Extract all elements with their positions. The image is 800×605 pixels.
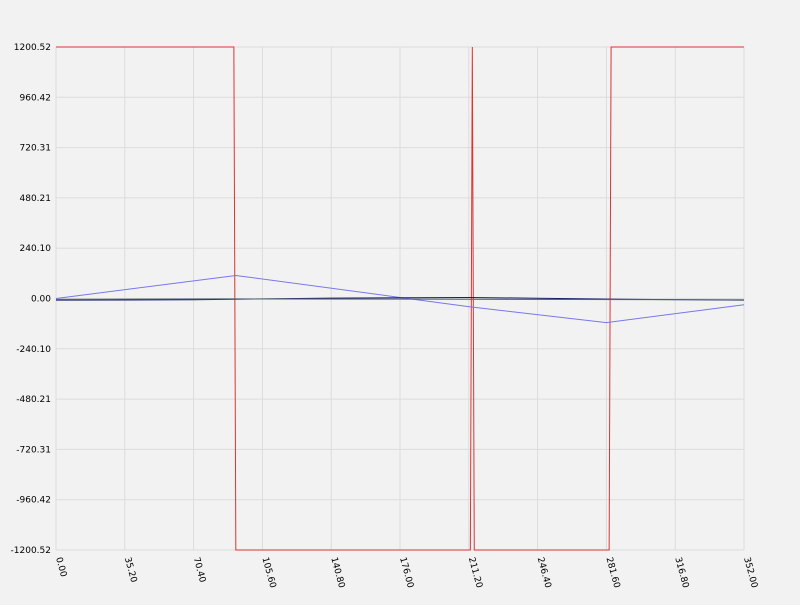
series-line-1 xyxy=(56,46,744,551)
y-tick-label: -720.31 xyxy=(16,445,51,455)
series-line-2 xyxy=(55,274,745,324)
y-tick-label: 0.00 xyxy=(31,295,51,305)
series-line-4 xyxy=(55,298,745,301)
y-tick-label: 240.10 xyxy=(20,244,52,254)
y-tick-label: -960.42 xyxy=(16,496,51,506)
y-tick-label: 480.21 xyxy=(20,194,52,204)
y-tick-label: 720.31 xyxy=(20,144,52,154)
y-tick-label: 960.42 xyxy=(20,93,52,103)
y-axis: 1200.52 960.42 720.31 480.21 240.10 0.00 -240.… xyxy=(11,43,52,556)
y-tick-label: -240.10 xyxy=(16,345,51,355)
series-layer xyxy=(55,46,745,551)
y-tick-label: -480.21 xyxy=(16,395,51,405)
y-tick-label: -1200.52 xyxy=(11,546,51,556)
y-tick-label: 1200.52 xyxy=(14,43,51,53)
